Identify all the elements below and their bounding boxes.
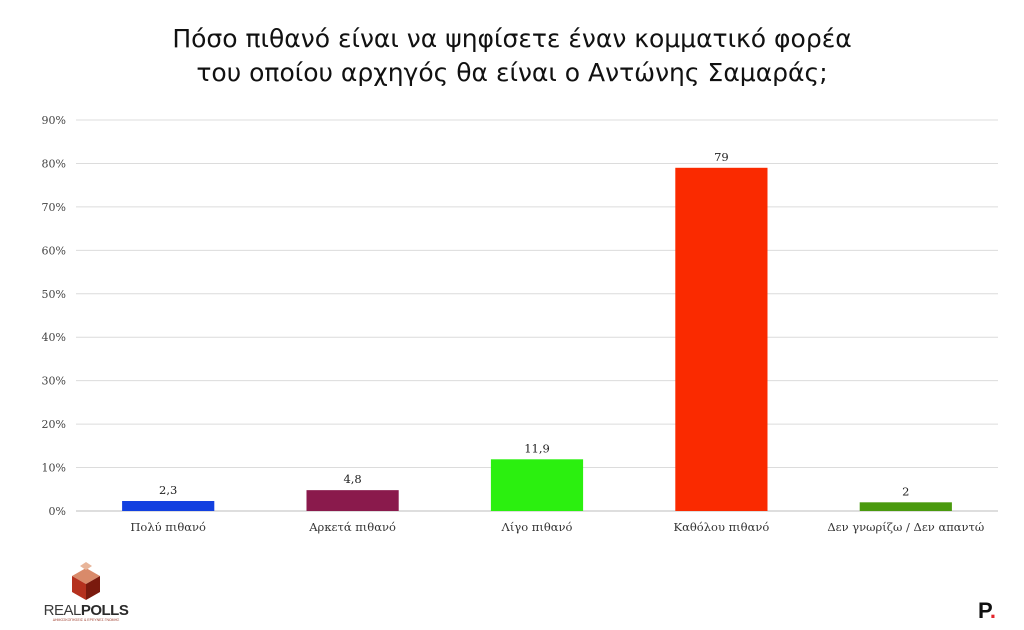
x-tick-label: Πολύ πιθανό [130,520,206,534]
logo-text-bold: POLLS [80,602,129,619]
realpolls-cube-icon [72,562,100,600]
y-tick-label: 0% [49,505,66,518]
chart-title: Πόσο πιθανό είναι να ψηφίσετε έναν κομμα… [0,22,1024,90]
logo-text-light: REAL [43,602,82,619]
x-axis-ticks: Πολύ πιθανό Αρκετά πιθανό Λίγο πιθανό Καθόλ… [130,520,984,534]
data-labels: 2,3 4,8 11,9 79 2 [159,150,909,499]
y-tick-label: 10% [42,462,66,475]
data-label: 2 [902,484,909,498]
bar [306,490,399,511]
chart-title-line-2: του οποίου αρχηγός θα είναι ο Αντώνης Σα… [196,58,828,87]
y-tick-label: 50% [42,288,66,301]
y-tick-label: 60% [42,244,66,257]
y-tick-label: 80% [42,157,66,170]
bar [859,502,952,511]
data-label: 4,8 [343,472,361,486]
y-tick-label: 30% [42,375,66,388]
site-logo-letter: P [978,598,990,623]
y-tick-label: 40% [42,331,66,344]
bar [675,167,768,512]
x-tick-label: Αρκετά πιθανό [308,520,396,534]
site-logo: P. [978,598,996,624]
data-label: 11,9 [524,441,550,455]
y-tick-label: 70% [42,201,66,214]
realpolls-logo-text: REALPOLLS [36,602,136,619]
bars [122,167,952,512]
y-tick-label: 20% [42,418,66,431]
y-tick-label: 90% [42,114,66,127]
y-axis-ticks: 0% 10% 20% 30% 40% 50% 60% 70% 80% 90% [42,114,66,518]
gridlines [76,119,998,512]
data-label: 2,3 [159,483,177,497]
x-tick-label: Λίγο πιθανό [501,520,573,534]
bar [490,459,584,511]
realpolls-tagline: ΔΗΜΟΣΚΟΠΗΣΕΙΣ & ΕΡΕΥΝΕΣ ΓΝΩΜΗΣ [52,618,120,622]
x-tick-label: Καθόλου πιθανό [674,520,770,534]
site-logo-dot: . [989,598,996,623]
bar [122,501,215,511]
realpolls-logo: REALPOLLS ΔΗΜΟΣΚΟΠΗΣΕΙΣ & ΕΡΕΥΝΕΣ ΓΝΩΜΗΣ [36,560,136,622]
chart-title-line-1: Πόσο πιθανό είναι να ψηφίσετε έναν κομμα… [172,24,852,53]
x-tick-label: Δεν γνωρίζω / Δεν απαντώ [827,520,984,534]
data-label: 79 [714,150,729,164]
